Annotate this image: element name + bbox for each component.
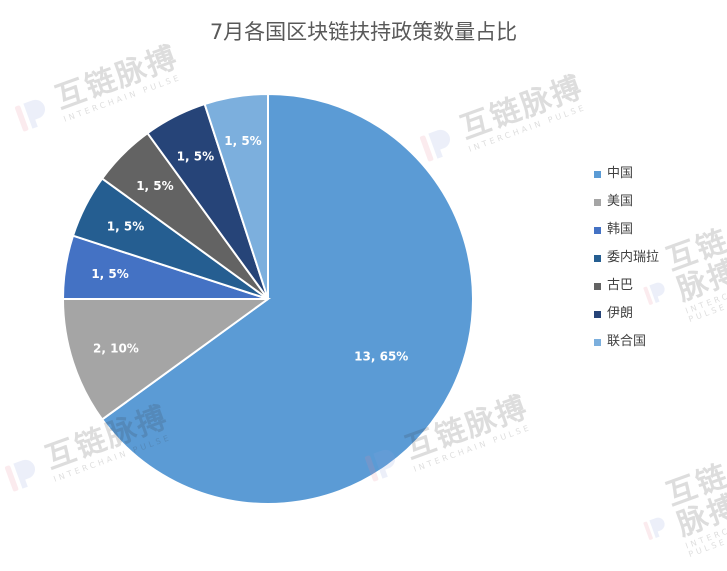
pie-slice-1 — [61, 298, 272, 421]
data-label-4: 1, 5% — [136, 179, 173, 193]
legend-swatch-1 — [594, 198, 601, 206]
legend-label-1: 美国 — [607, 194, 634, 209]
legend-label-4: 古巴 — [607, 278, 634, 293]
legend-swatch-6 — [594, 338, 601, 346]
data-label-1: 2, 10% — [93, 341, 139, 355]
legend-swatch-3 — [594, 254, 601, 262]
legend-label-6: 联合国 — [607, 334, 647, 349]
legend-item-5: 伊朗 — [594, 300, 659, 328]
pie-slice-6 — [203, 92, 269, 300]
pie-slice-0 — [100, 92, 474, 505]
data-label-6: 1, 5% — [224, 134, 261, 148]
pie-chart: 13, 65% 2, 10% 1, 5% 1, 5% 1, 5% 1, 5% 1, 5% — [61, 92, 474, 505]
legend-label-2: 韩国 — [607, 222, 634, 237]
data-label-0: 13, 65% — [354, 350, 408, 364]
legend-swatch-5 — [594, 310, 601, 318]
data-label-3: 1, 5% — [107, 219, 144, 233]
legend-item-3: 委内瑞拉 — [594, 244, 659, 272]
legend-item-2: 韩国 — [594, 216, 659, 244]
legend-item-6: 联合国 — [594, 328, 659, 356]
chart-legend: 中国美国韩国委内瑞拉古巴伊朗联合国 — [594, 160, 659, 356]
legend-item-1: 美国 — [594, 188, 659, 216]
legend-item-0: 中国 — [594, 160, 659, 188]
data-label-5: 1, 5% — [177, 150, 214, 164]
legend-item-4: 古巴 — [594, 272, 659, 300]
chart-title: 7月各国区块链扶持政策数量占比 — [209, 20, 518, 44]
legend-swatch-4 — [594, 282, 601, 290]
legend-label-0: 中国 — [607, 166, 634, 181]
data-label-2: 1, 5% — [91, 267, 128, 281]
legend-swatch-0 — [594, 170, 601, 178]
legend-label-3: 委内瑞拉 — [607, 250, 660, 265]
legend-swatch-2 — [594, 226, 601, 234]
legend-label-5: 伊朗 — [607, 306, 634, 321]
